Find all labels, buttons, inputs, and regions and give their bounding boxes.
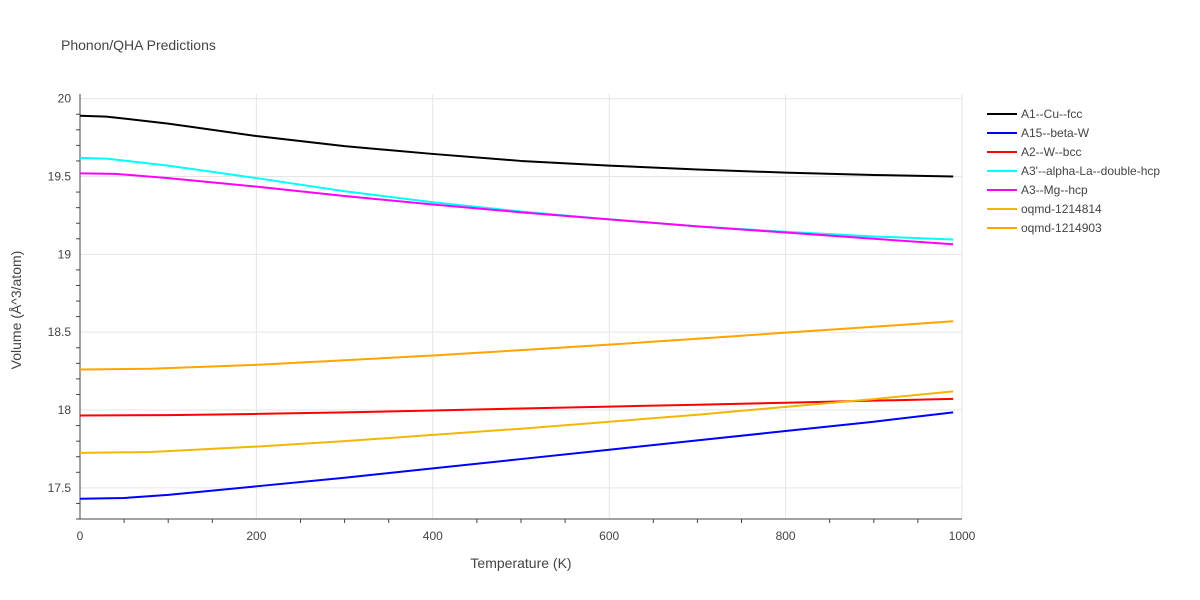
series-line-7 <box>79 320 954 371</box>
legend-label: A3'--alpha-La--double-hcp <box>1021 164 1160 178</box>
grid-layer <box>80 94 963 519</box>
x-tick-label: 400 <box>423 529 443 543</box>
legend-item[interactable]: A1--Cu--fcc <box>987 107 1082 121</box>
legend-item[interactable]: A3--Mg--hcp <box>987 183 1088 197</box>
series-line-4 <box>79 156 954 241</box>
x-axis-title: Temperature (K) <box>470 555 571 571</box>
series-layer <box>79 114 954 500</box>
y-tick-label: 20 <box>58 92 72 106</box>
series-line-3 <box>79 397 954 417</box>
legend-item[interactable]: oqmd-1214903 <box>987 221 1102 235</box>
legend-label: A3--Mg--hcp <box>1021 183 1088 197</box>
series-line-1 <box>79 114 954 178</box>
legend-label: A2--W--bcc <box>1021 145 1081 159</box>
legend-item[interactable]: A15--beta-W <box>987 126 1090 140</box>
legend-item[interactable]: oqmd-1214814 <box>987 202 1102 216</box>
axis-layer: 0 200 400 600 800 1000 17.5 18 18.5 19 19.5 20 <box>48 92 976 543</box>
x-tick-label: 1000 <box>949 529 976 543</box>
y-axis-title: Volume (Å^3/atom) <box>8 251 24 370</box>
y-tick-label: 19 <box>58 247 72 261</box>
legend[interactable]: A1--Cu--fcc A15--beta-W A2--W--bcc A3'--alp… <box>987 107 1160 235</box>
x-tick-label: 800 <box>776 529 796 543</box>
x-tick-label: 600 <box>599 529 619 543</box>
x-tick-label: 200 <box>246 529 266 543</box>
y-tick-label: 18.5 <box>48 325 72 339</box>
y-tick-label: 17.5 <box>48 481 72 495</box>
series-line-2 <box>79 411 954 500</box>
series-line-6 <box>79 390 954 454</box>
chart-title: Phonon/QHA Predictions <box>61 37 216 53</box>
legend-item[interactable]: A3'--alpha-La--double-hcp <box>987 164 1160 178</box>
legend-label: A15--beta-W <box>1021 126 1090 140</box>
x-tick-label: 0 <box>77 529 84 543</box>
y-tick-label: 18 <box>58 403 72 417</box>
legend-item[interactable]: A2--W--bcc <box>987 145 1081 159</box>
legend-label: oqmd-1214903 <box>1021 221 1102 235</box>
y-tick-label: 19.5 <box>48 170 72 184</box>
series-line-5 <box>79 172 954 246</box>
legend-label: A1--Cu--fcc <box>1021 107 1082 121</box>
legend-label: oqmd-1214814 <box>1021 202 1102 216</box>
